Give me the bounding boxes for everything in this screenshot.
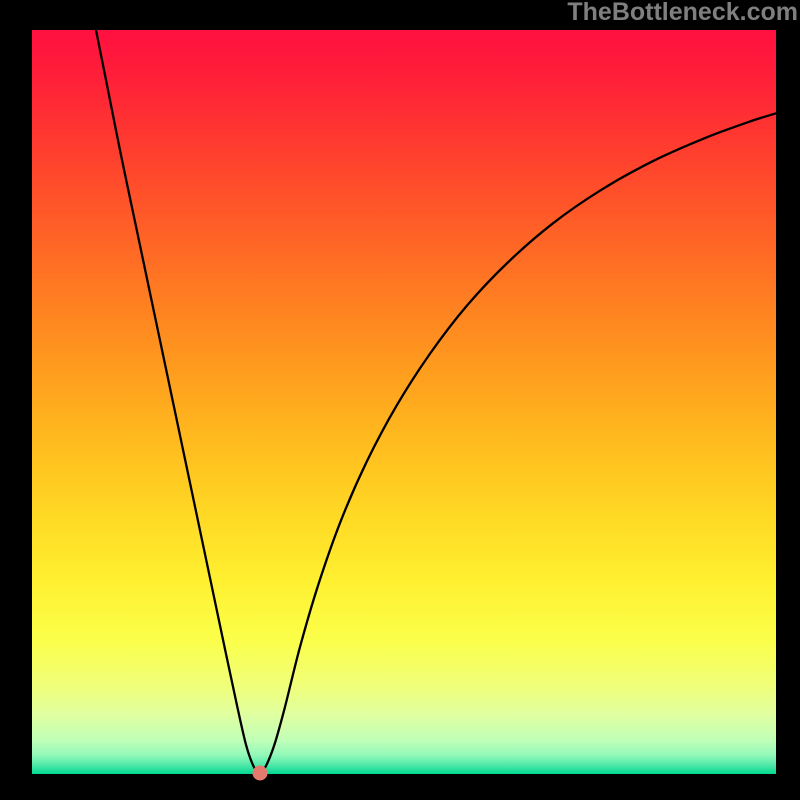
optimum-marker [252, 765, 267, 780]
chart-frame: TheBottleneck.com [0, 0, 800, 800]
curve-path [96, 30, 776, 773]
plot-area [32, 30, 776, 774]
bottleneck-curve [32, 30, 776, 774]
watermark-text: TheBottleneck.com [567, 0, 798, 25]
